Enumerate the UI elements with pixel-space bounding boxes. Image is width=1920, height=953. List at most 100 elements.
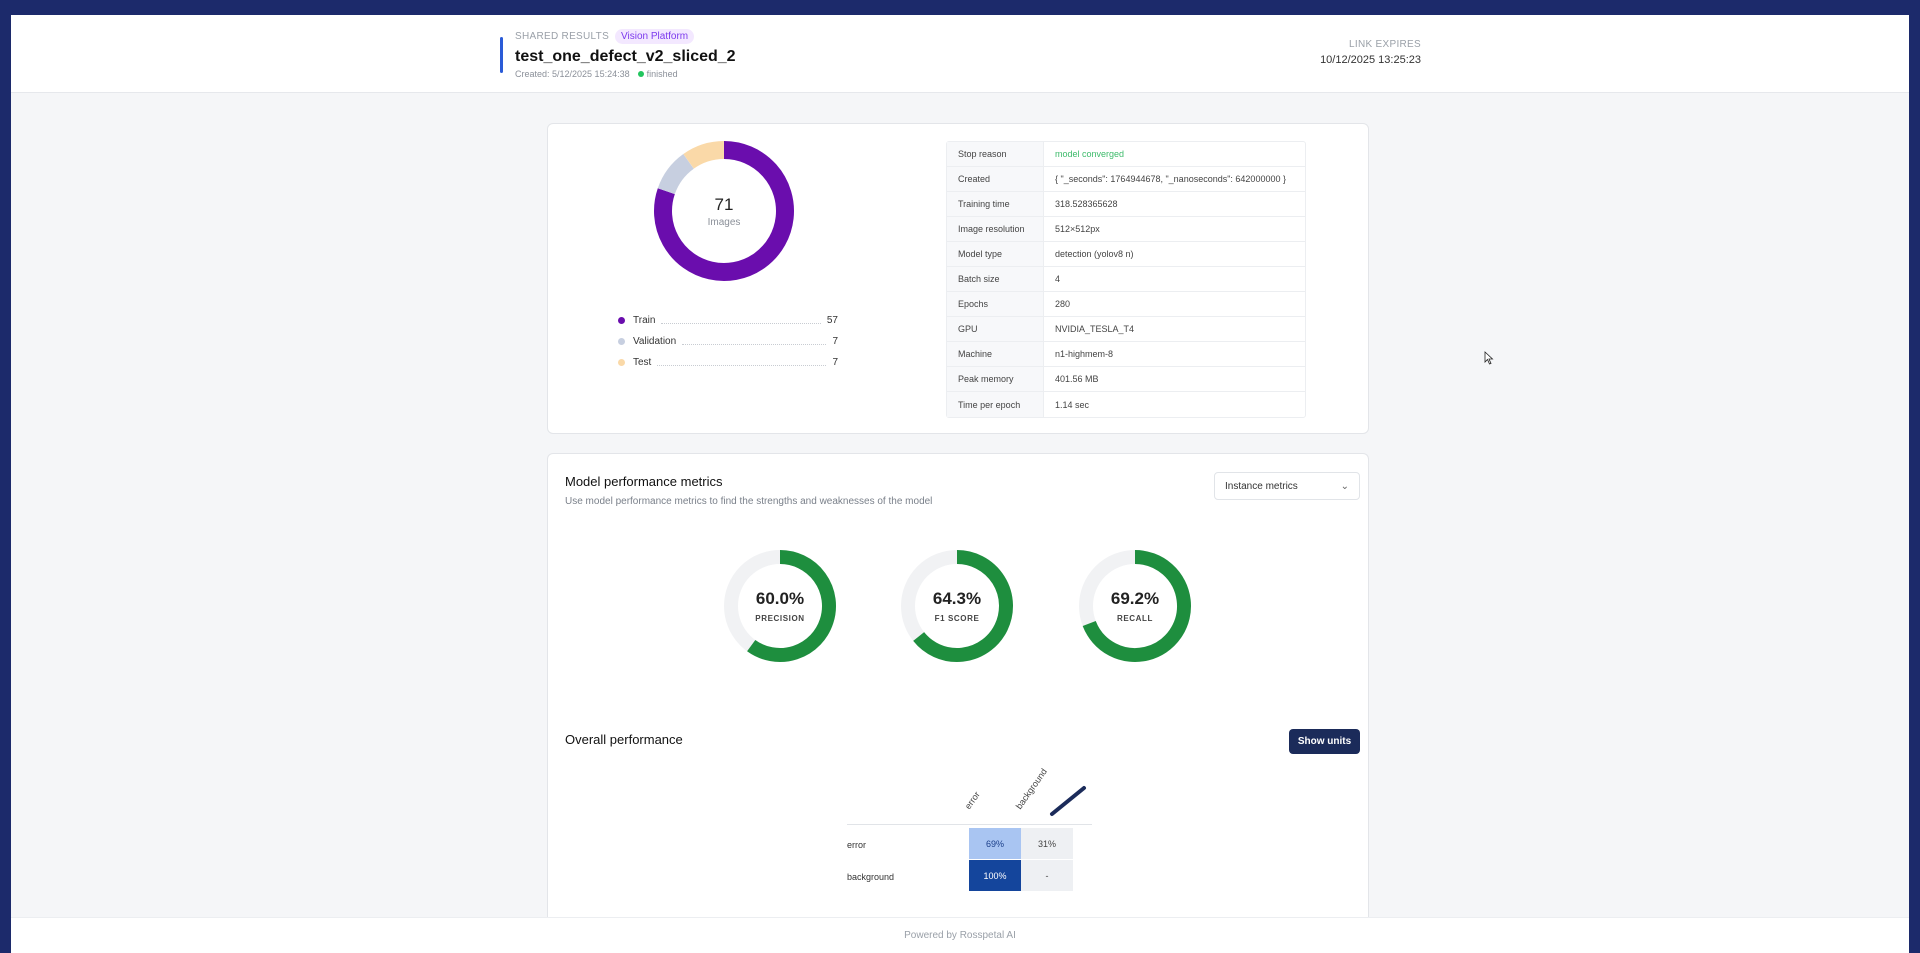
donut-center: 71 Images: [653, 140, 795, 282]
title-accent: [500, 37, 503, 73]
link-expires-value: 10/12/2025 13:25:23: [1320, 54, 1421, 66]
legend-leader: [657, 365, 827, 366]
gauge-fill-arc: [1082, 550, 1191, 662]
legend-item-train: Train 57: [618, 310, 838, 331]
donut-slice-train: [654, 141, 794, 281]
info-row-gpu: GPU NVIDIA_TESLA_T4: [947, 317, 1305, 342]
info-value: 1.14 sec: [1055, 399, 1090, 410]
info-row-time-per-epoch: Time per epoch 1.14 sec: [947, 392, 1305, 417]
info-value: NVIDIA_TESLA_T4: [1055, 324, 1135, 334]
platform-badge: Vision Platform: [615, 29, 695, 44]
info-key: Machine: [947, 342, 1044, 366]
select-value: Instance metrics: [1225, 480, 1298, 492]
metrics-title: Model performance metrics: [565, 474, 723, 489]
training-info-table: Stop reason model converged Created { "_se…: [946, 141, 1306, 418]
recall-gauge-ring: [1079, 550, 1191, 662]
gauge-value: 60.0%: [755, 589, 805, 608]
footer: Powered by Rosspetal AI: [11, 917, 1909, 953]
shared-results-label: SHARED RESULTS Vision Platform: [515, 29, 695, 44]
gauge-fill-arc: [747, 550, 836, 662]
matrix-cell: 100%: [969, 860, 1021, 891]
info-row-epochs: Epochs 280: [947, 292, 1305, 317]
legend-leader: [661, 323, 821, 324]
info-row-stop-reason: Stop reason model converged: [947, 142, 1305, 167]
info-key: Image resolution: [947, 217, 1044, 241]
info-value: 280: [1055, 299, 1071, 309]
legend-label: Train: [633, 315, 656, 326]
info-key: Time per epoch: [947, 392, 1044, 417]
f1-score-gauge: 64.3% F1 SCORE: [899, 548, 1015, 664]
header-bar: SHARED RESULTS Vision Platform test_one_…: [11, 15, 1909, 93]
gauge-center: 64.3% F1 SCORE: [899, 548, 1015, 664]
gauge-center: 69.2% RECALL: [1077, 548, 1193, 664]
info-row-created: Created { "_seconds": 1764944678, "_nanos…: [947, 167, 1305, 192]
legend-label: Test: [633, 357, 652, 368]
gauge-label: F1 SCORE: [934, 614, 980, 623]
info-row-peak-memory: Peak memory 401.56 MB: [947, 367, 1305, 392]
chevron-down-icon: ⌄: [1340, 480, 1349, 492]
info-key: Model type: [947, 242, 1044, 266]
gauge-value: 64.3%: [932, 589, 982, 608]
info-row-batch-size: Batch size 4: [947, 267, 1305, 292]
precision-gauge-ring: [724, 550, 836, 662]
metrics-subtitle: Use model performance metrics to find th…: [565, 496, 933, 507]
matrix-col-error: error: [962, 789, 982, 811]
show-units-button[interactable]: Show units: [1289, 729, 1360, 754]
status-indicator: finished: [637, 69, 678, 79]
info-row-training-time: Training time 318.528365628: [947, 192, 1305, 217]
info-key: Epochs: [947, 292, 1044, 316]
matrix-cell: 31%: [1021, 828, 1073, 859]
page-title: test_one_defect_v2_sliced_2: [515, 48, 736, 65]
total-images-label: Images: [707, 216, 741, 228]
title-meta: Created: 5/12/2025 15:24:38 finished: [515, 69, 678, 79]
precision-gauge: 60.0% PRECISION: [722, 548, 838, 664]
gauge-value: 69.2%: [1110, 589, 1160, 608]
total-images-count: 71: [714, 194, 734, 214]
app-frame: SHARED RESULTS Vision Platform test_one_…: [11, 15, 1909, 953]
legend-item-test: Test 7: [618, 352, 838, 373]
column-highlight-marker: [1050, 786, 1086, 816]
info-value: model converged: [1055, 149, 1125, 159]
legend-count: 7: [832, 336, 838, 347]
info-key: Batch size: [947, 267, 1044, 291]
status-text: finished: [646, 69, 678, 79]
info-key: GPU: [947, 317, 1044, 341]
matrix-col-background: background: [1013, 766, 1049, 811]
training-summary-card: 71 Images Train 57 Validation 7 Test: [547, 123, 1369, 434]
info-key: Training time: [947, 192, 1044, 216]
dataset-donut-svg: [654, 141, 794, 281]
info-key: Stop reason: [947, 142, 1044, 166]
shared-label-text: SHARED RESULTS: [515, 31, 610, 42]
matrix-cell: -: [1021, 860, 1073, 891]
gauge-label: PRECISION: [755, 614, 805, 623]
gauge-label: RECALL: [1116, 614, 1154, 623]
dataset-legend: Train 57 Validation 7 Test 7: [618, 310, 838, 373]
gauge-fill-arc: [913, 550, 1013, 662]
info-row-machine: Machine n1-highmem-8: [947, 342, 1305, 367]
created-date: Created: 5/12/2025 15:24:38: [515, 69, 630, 79]
matrix-row-error: error: [847, 840, 867, 850]
info-value: 401.56 MB: [1055, 374, 1099, 384]
gauge-center: 60.0% PRECISION: [722, 548, 838, 664]
matrix-header-divider: [847, 824, 1092, 825]
dataset-donut-chart: 71 Images: [653, 140, 795, 282]
matrix-cell: 69%: [969, 828, 1021, 859]
info-value: 4: [1055, 274, 1061, 284]
recall-gauge: 69.2% RECALL: [1077, 548, 1193, 664]
donut-slice-validation: [657, 154, 695, 195]
test-dot-icon: [618, 359, 625, 366]
info-value: { "_seconds": 1764944678, "_nanoseconds"…: [1055, 174, 1286, 184]
info-value: detection (yolov8 n): [1055, 249, 1134, 259]
info-row-model-type: Model type detection (yolov8 n): [947, 242, 1305, 267]
info-key: Peak memory: [947, 367, 1044, 391]
info-value: 512×512px: [1055, 224, 1100, 234]
info-value: 318.528365628: [1055, 199, 1118, 209]
legend-count: 57: [826, 315, 838, 326]
train-dot-icon: [618, 317, 625, 324]
validation-dot-icon: [618, 338, 625, 345]
info-key: Created: [947, 167, 1044, 191]
donut-slice-test: [683, 141, 725, 169]
performance-metrics-card: Model performance metrics Use model perf…: [547, 453, 1369, 933]
metrics-type-select[interactable]: Instance metrics ⌄: [1214, 472, 1360, 500]
link-expires-label: LINK EXPIRES: [1349, 39, 1421, 50]
